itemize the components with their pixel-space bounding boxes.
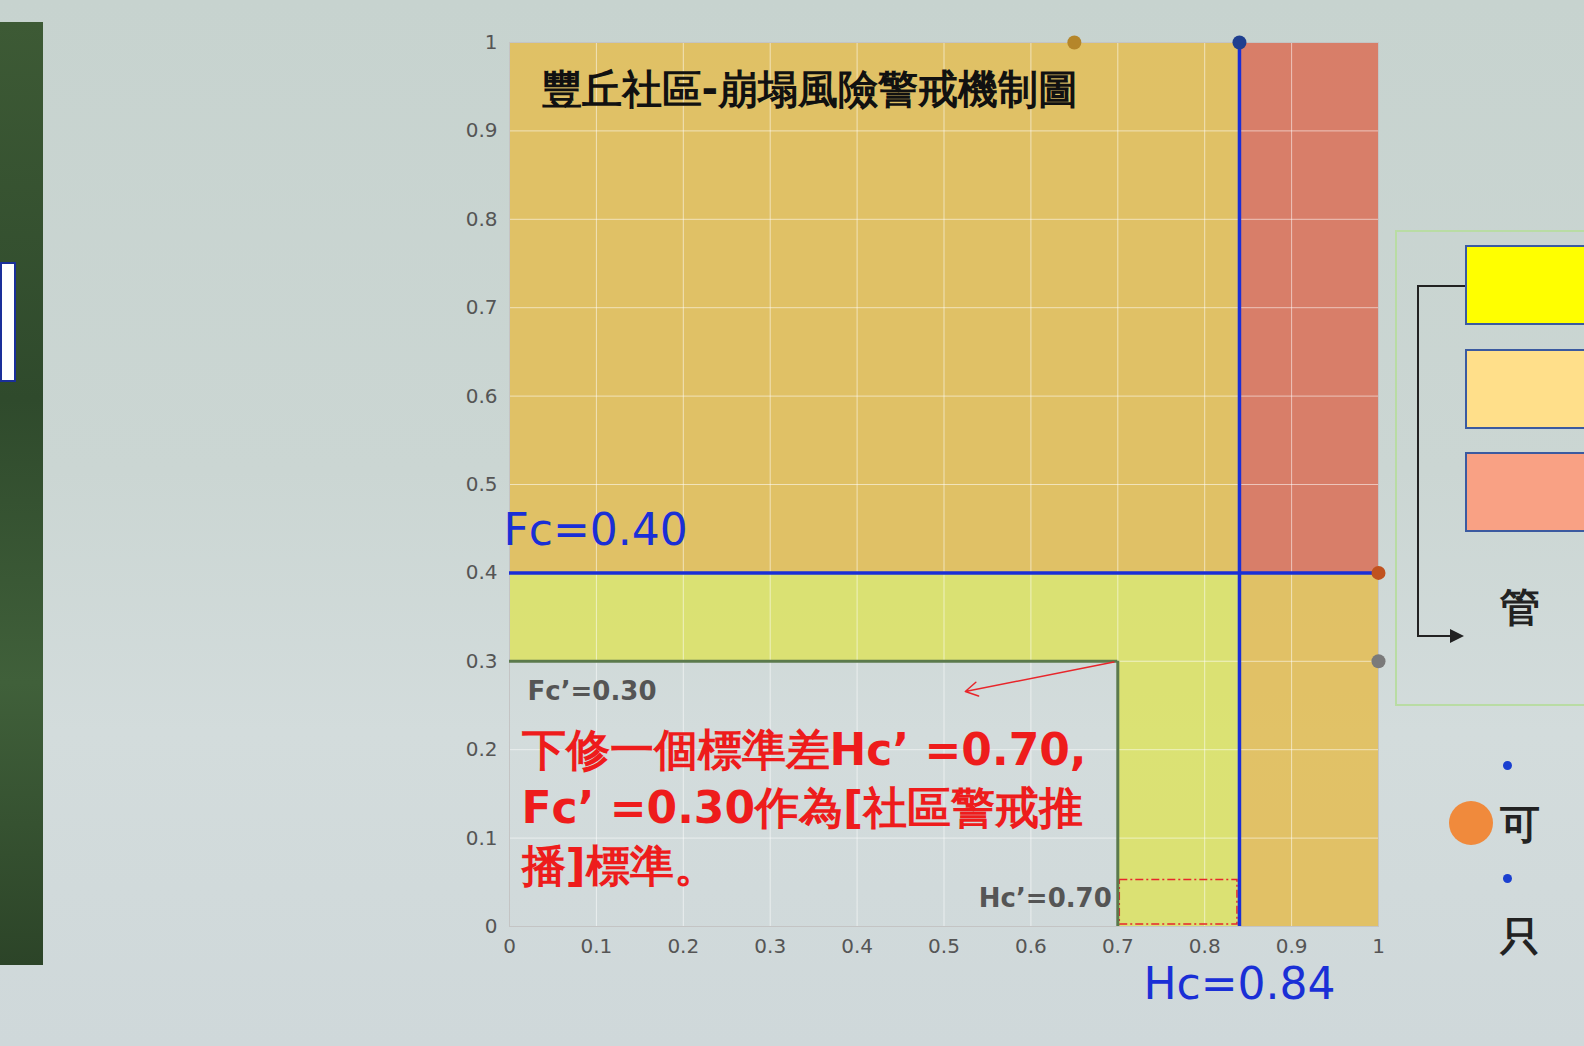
html-text:只: 只: [1500, 913, 1540, 959]
svg-text:下修一個標準差Hc’ =0.70,Fc’ =0.30作為[社: 下修一個標準差Hc’ =0.70,Fc’ =0.30作為[社區警戒推播]標準。: [520, 724, 1087, 891]
svg-text:0.4: 0.4: [466, 560, 498, 584]
svg-text:0.2: 0.2: [667, 934, 699, 958]
svg-text:0.9: 0.9: [1276, 934, 1308, 958]
svg-text:0.1: 0.1: [466, 826, 498, 850]
svg-text:1: 1: [1372, 934, 1385, 958]
svg-text:0.5: 0.5: [928, 934, 960, 958]
svg-text:0.6: 0.6: [1015, 934, 1047, 958]
svg-text:0.3: 0.3: [466, 649, 498, 673]
svg-text:0.7: 0.7: [1102, 934, 1134, 958]
svg-text:0.2: 0.2: [466, 737, 498, 761]
svg-text:0.3: 0.3: [754, 934, 786, 958]
svg-text:1: 1: [485, 30, 498, 54]
svg-text:Fc’=0.30: Fc’=0.30: [528, 676, 657, 706]
svg-text:Hc’=0.70: Hc’=0.70: [979, 883, 1112, 913]
svg-text:0: 0: [503, 934, 516, 958]
html-text:可: 可: [1500, 801, 1540, 847]
svg-text:0.1: 0.1: [580, 934, 612, 958]
svg-text:Fc=0.40: Fc=0.40: [504, 504, 688, 555]
svg-text:0: 0: [485, 914, 498, 938]
html-text:管: 管: [1500, 584, 1540, 630]
svg-text:0.8: 0.8: [1189, 934, 1221, 958]
svg-text:0.5: 0.5: [466, 472, 498, 496]
svg-text:0.8: 0.8: [466, 207, 498, 231]
svg-text:0.4: 0.4: [841, 934, 873, 958]
svg-text:0.6: 0.6: [466, 384, 498, 408]
svg-text:Hc=0.84: Hc=0.84: [1143, 958, 1335, 1009]
svg-text:0.7: 0.7: [466, 295, 498, 319]
svg-text:0.9: 0.9: [466, 118, 498, 142]
svg-text:豐丘社區-崩塌風險警戒機制圖: 豐丘社區-崩塌風險警戒機制圖: [542, 66, 1079, 112]
